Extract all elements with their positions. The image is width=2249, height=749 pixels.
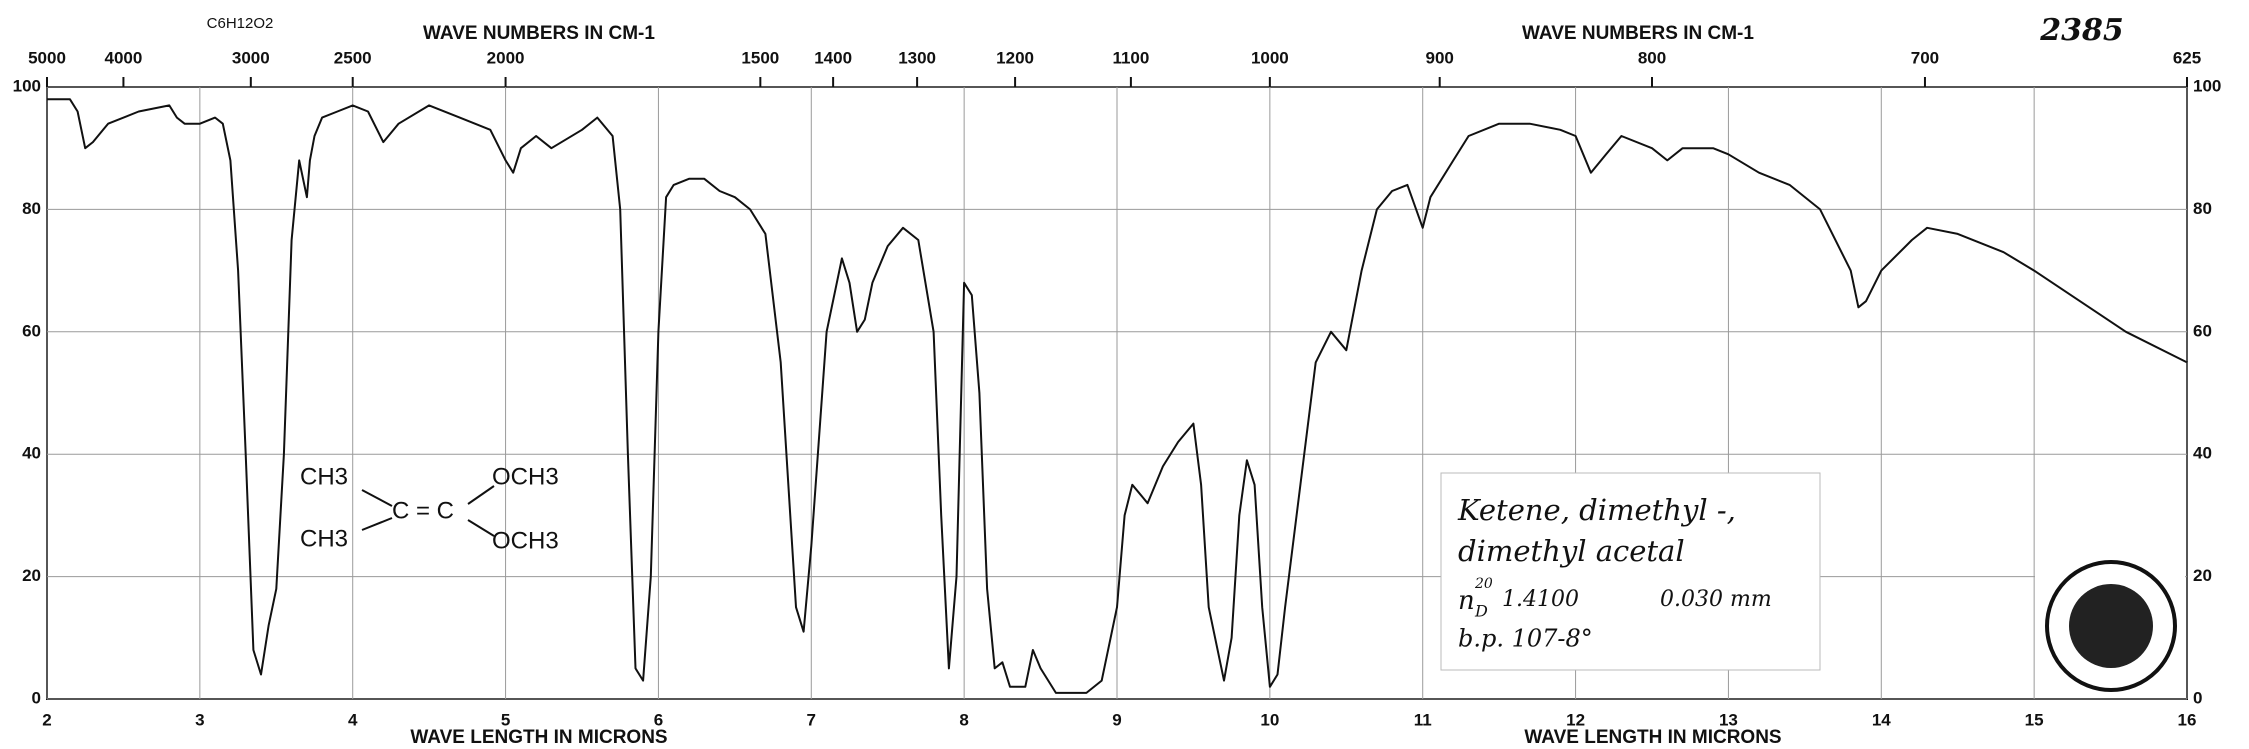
- structure-group: OCH3: [492, 527, 559, 554]
- x-tick-label: 6: [654, 710, 663, 729]
- y2-tick-label: 0: [2193, 688, 2202, 707]
- structure: CH3 CH3 C = C OCH3 OCH3: [300, 463, 559, 554]
- y2-tick-label: 20: [2193, 566, 2212, 585]
- x2-tick-label: 2500: [334, 48, 372, 67]
- y-tick-label: 100: [13, 76, 41, 95]
- structure-group: OCH3: [492, 463, 559, 490]
- y-tick-label: 80: [22, 199, 41, 218]
- axes: 0 0 20 20 40 40 60 60 80 80 100 100 2 3 4 5 6 7 8 9 10 11 12 13…: [13, 48, 2222, 729]
- x-tick-label: 8: [959, 710, 968, 729]
- y-tick-label: 40: [22, 444, 41, 463]
- x2-tick-label: 3000: [232, 48, 270, 67]
- x-tick-label: 4: [348, 710, 358, 729]
- note-line: dimethyl acetal: [1458, 534, 1685, 568]
- structure-group: C = C: [392, 497, 454, 524]
- top-axis-label: WAVE NUMBERS IN CM-1: [423, 23, 655, 44]
- x2-tick-label: 800: [1638, 48, 1666, 67]
- bond: [361, 489, 393, 507]
- note: Ketene, dimethyl -, dimethyl acetal n 20…: [1440, 472, 1821, 671]
- note-box: [1440, 472, 1821, 671]
- spectrum-line: [47, 98, 2188, 694]
- x-tick-label: 7: [807, 710, 816, 729]
- top-axis-label: WAVE NUMBERS IN CM-1: [1522, 23, 1754, 44]
- logo-center: [2069, 584, 2153, 668]
- logo-ring: [2045, 560, 2177, 692]
- x-tick-label: 15: [2025, 710, 2044, 729]
- note-line: n: [1458, 586, 1475, 616]
- x2-tick-label: 625: [2173, 48, 2201, 67]
- note-line: D: [1474, 602, 1488, 621]
- x2-tick-label: 900: [1426, 48, 1454, 67]
- note-line: b.p. 107-8°: [1458, 625, 1593, 653]
- x2-tick-label: 1300: [898, 48, 936, 67]
- x2-tick-label: 1400: [814, 48, 852, 67]
- bond: [467, 485, 495, 505]
- structure-group: CH3: [300, 463, 348, 490]
- bond: [361, 517, 393, 531]
- x-tick-label: 10: [1260, 710, 1279, 729]
- x-tick-label: 14: [1872, 710, 1891, 729]
- x2-tick-label: 1000: [1251, 48, 1289, 67]
- x2-tick-label: 2000: [487, 48, 525, 67]
- bond: [467, 519, 495, 537]
- x-tick-label: 9: [1112, 710, 1121, 729]
- formula: C6H12O2: [207, 15, 274, 32]
- note-line: 1.4100: [1502, 587, 1579, 612]
- structure-group: CH3: [300, 525, 348, 552]
- y2-tick-label: 60: [2193, 321, 2212, 340]
- x-tick-label: 2: [42, 710, 51, 729]
- note-line: 20: [1474, 576, 1493, 592]
- y2-tick-label: 100: [2193, 76, 2221, 95]
- x2-tick-label: 1100: [1112, 48, 1149, 67]
- note-line: 0.030 mm: [1660, 587, 1772, 612]
- x-axis-label: WAVE LENGTH IN MICRONS: [410, 727, 667, 748]
- x2-tick-label: 1500: [741, 48, 779, 67]
- y-tick-label: 60: [22, 321, 41, 340]
- x-axis-label: WAVE LENGTH IN MICRONS: [1524, 727, 1781, 748]
- x-tick-label: 3: [195, 710, 204, 729]
- x2-tick-label: 1200: [996, 48, 1034, 67]
- x-tick-label: 5: [501, 710, 510, 729]
- x-tick-label: 12: [1566, 710, 1585, 729]
- y2-tick-label: 40: [2193, 444, 2212, 463]
- x2-tick-label: 700: [1911, 48, 1939, 67]
- y-tick-label: 0: [32, 688, 41, 707]
- x2-tick-label: 4000: [105, 48, 143, 67]
- x-tick-label: 11: [1414, 710, 1432, 729]
- catalog-number: 2385: [2039, 13, 2124, 48]
- x-tick-label: 16: [2178, 710, 2197, 729]
- y-tick-label: 20: [22, 566, 41, 585]
- y2-tick-label: 80: [2193, 199, 2212, 218]
- x2-tick-label: 5000: [28, 48, 66, 67]
- logo: [2035, 552, 2185, 696]
- x-tick-label: 13: [1719, 710, 1738, 729]
- note-line: Ketene, dimethyl -,: [1457, 493, 1736, 527]
